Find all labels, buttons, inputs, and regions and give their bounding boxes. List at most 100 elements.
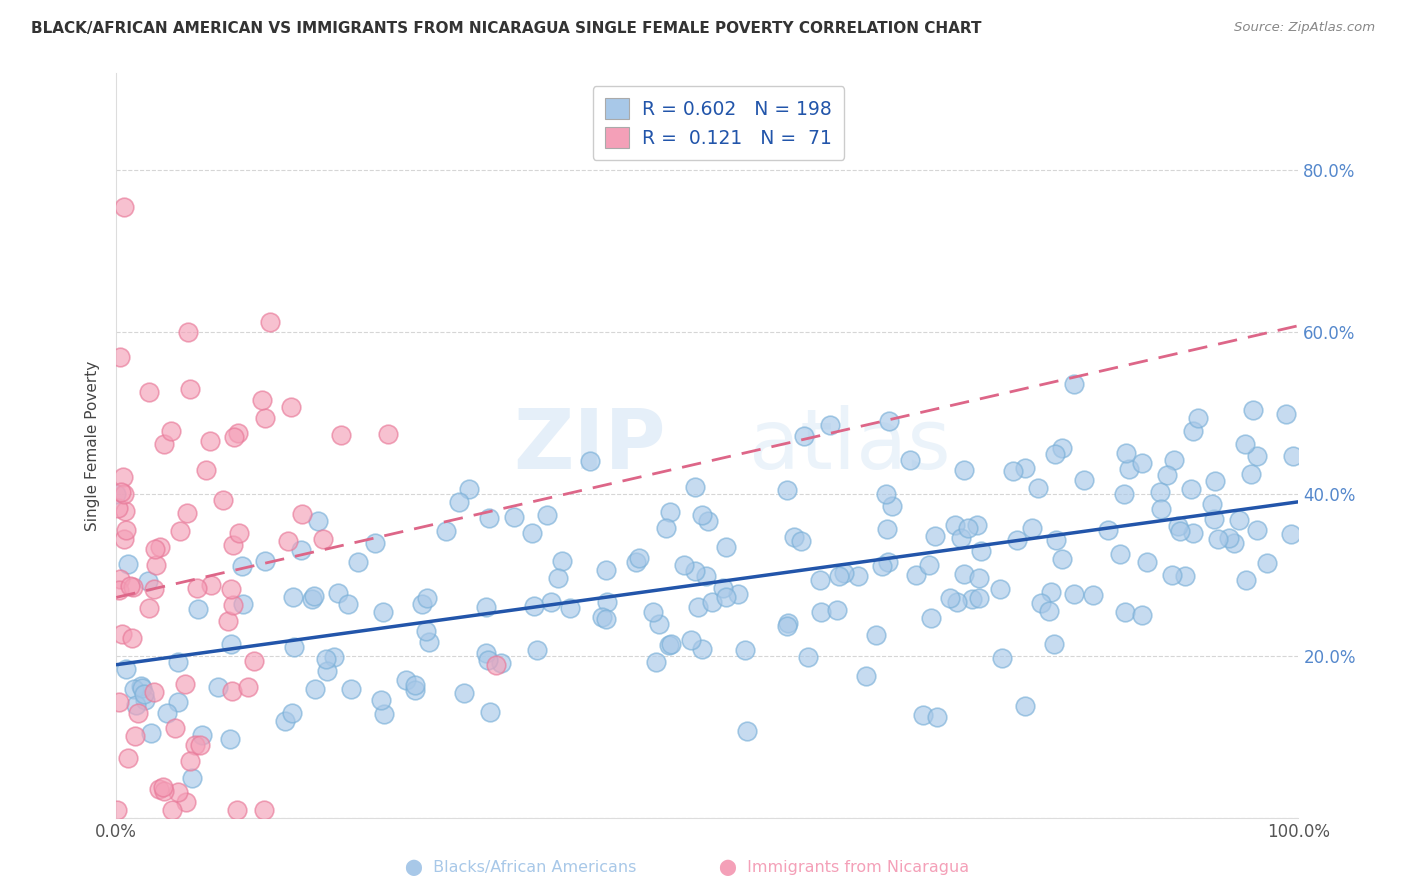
Point <box>105 487 128 501</box>
Point <box>1241 403 1264 417</box>
Point <box>228 425 250 440</box>
Point <box>131 681 153 695</box>
Point <box>134 687 156 701</box>
Point <box>181 771 204 785</box>
Point <box>1045 533 1067 547</box>
Point <box>302 589 325 603</box>
Point <box>1002 464 1025 478</box>
Point <box>1043 447 1066 461</box>
Point <box>591 610 613 624</box>
Point <box>1052 441 1074 455</box>
Point <box>1274 407 1296 421</box>
Point <box>259 314 281 328</box>
Point <box>714 590 737 604</box>
Point <box>1180 483 1202 497</box>
Point <box>134 693 156 707</box>
Point <box>280 401 302 415</box>
Point <box>654 521 676 535</box>
Point <box>200 578 222 592</box>
Point <box>925 709 948 723</box>
Point <box>167 655 190 669</box>
Point <box>918 558 941 573</box>
Point <box>187 601 209 615</box>
Point <box>846 568 869 582</box>
Point <box>686 600 709 615</box>
Point <box>108 350 131 364</box>
Point <box>659 637 682 651</box>
Point <box>145 558 167 572</box>
Point <box>700 595 723 609</box>
Point <box>217 615 239 629</box>
Point <box>957 521 980 535</box>
Point <box>1201 497 1223 511</box>
Point <box>551 554 574 568</box>
Point <box>107 695 129 709</box>
Point <box>1281 527 1303 541</box>
Point <box>1014 699 1036 714</box>
Point <box>225 803 247 817</box>
Point <box>129 679 152 693</box>
Point <box>558 601 581 615</box>
Point <box>1029 596 1052 610</box>
Point <box>478 511 501 525</box>
Point <box>166 695 188 709</box>
Point <box>117 750 139 764</box>
Point <box>641 605 664 619</box>
Point <box>696 514 718 528</box>
Point <box>1108 547 1130 561</box>
Point <box>683 565 706 579</box>
Point <box>735 724 758 739</box>
Point <box>115 523 138 537</box>
Point <box>254 554 277 568</box>
Point <box>1181 526 1204 541</box>
Point <box>1132 608 1154 623</box>
Point <box>793 429 815 443</box>
Point <box>810 605 832 619</box>
Point <box>1063 587 1085 601</box>
Point <box>336 597 359 611</box>
Point <box>673 558 696 572</box>
Point <box>523 599 546 614</box>
Point <box>121 580 143 594</box>
Point <box>1227 513 1250 527</box>
Point <box>281 706 304 721</box>
Point <box>683 481 706 495</box>
Point <box>252 393 274 408</box>
Point <box>1050 552 1073 566</box>
Point <box>1038 604 1060 618</box>
Point <box>221 683 243 698</box>
Point <box>911 708 934 723</box>
Point <box>1174 569 1197 583</box>
Point <box>690 508 713 522</box>
Point <box>290 543 312 558</box>
Point <box>475 646 498 660</box>
Point <box>1149 484 1171 499</box>
Point <box>905 567 928 582</box>
Point <box>953 567 976 582</box>
Point <box>115 662 138 676</box>
Point <box>152 780 174 794</box>
Point <box>727 587 749 601</box>
Point <box>1167 519 1189 533</box>
Point <box>1005 533 1028 547</box>
Point <box>186 581 208 595</box>
Point <box>449 495 471 509</box>
Point <box>1218 532 1240 546</box>
Text: Source: ZipAtlas.com: Source: ZipAtlas.com <box>1234 21 1375 34</box>
Point <box>624 555 647 569</box>
Point <box>855 669 877 683</box>
Text: atlas: atlas <box>749 405 950 486</box>
Point <box>169 524 191 538</box>
Point <box>790 533 813 548</box>
Point <box>1246 523 1268 537</box>
Point <box>832 566 855 580</box>
Point <box>453 686 475 700</box>
Point <box>124 730 146 744</box>
Point <box>148 781 170 796</box>
Point <box>645 655 668 669</box>
Point <box>1114 605 1136 619</box>
Point <box>231 559 253 574</box>
Point <box>1206 532 1229 546</box>
Point <box>648 616 671 631</box>
Point <box>190 728 212 742</box>
